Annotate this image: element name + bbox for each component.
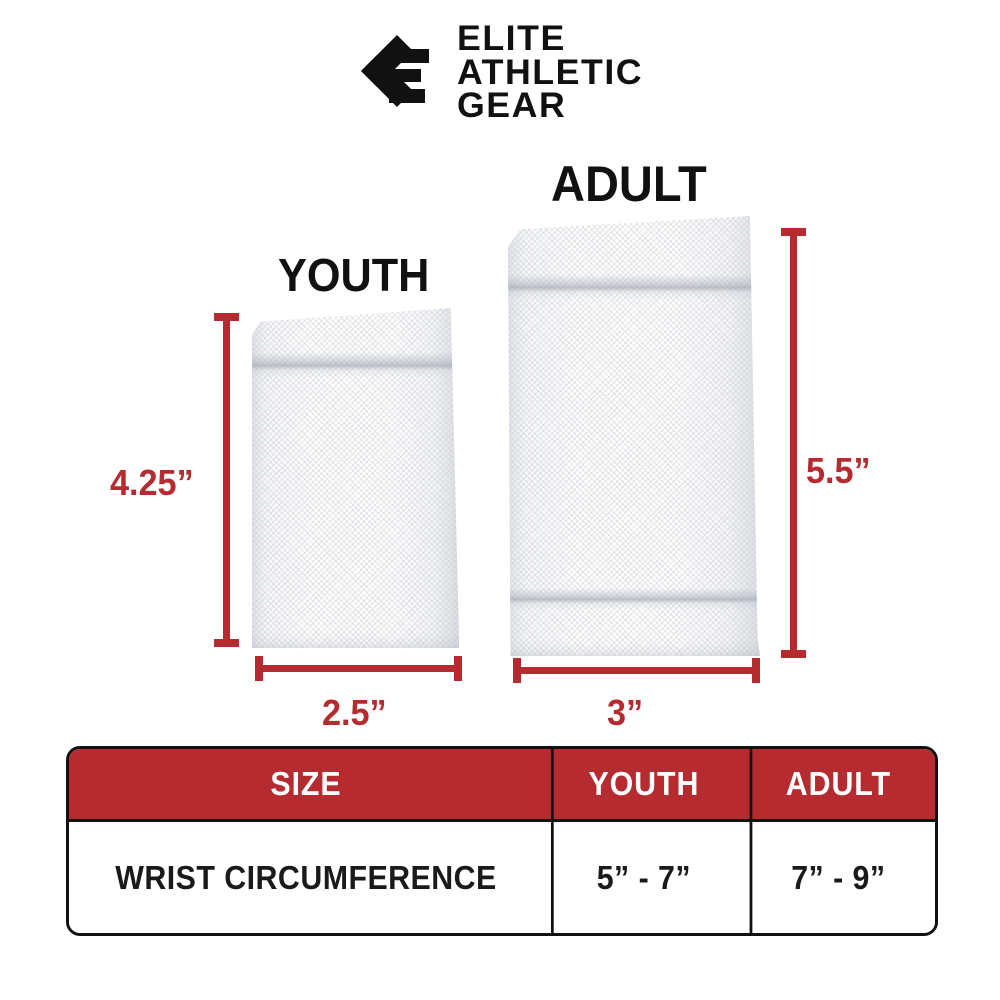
table-cell-measure: WRIST CIRCUMFERENCE (115, 858, 497, 896)
table-cell-adult-value: 7” - 9” (749, 822, 925, 933)
sleeve-hem-top-youth (252, 352, 459, 378)
table-header-size: SIZE (270, 765, 342, 802)
product-label-adult: ADULT (551, 156, 707, 212)
brand-line-3: GEAR (457, 86, 567, 126)
brand-logo: ELITE ATHLETIC GEAR (355, 21, 675, 123)
table-row: WRIST CIRCUMFERENCE 5” - 7” 7” - 9” (69, 822, 935, 933)
dimension-label-adult-width: 3” (607, 692, 644, 733)
dimension-line-youth-width (255, 656, 462, 681)
dimension-label-youth-width: 2.5” (322, 692, 387, 733)
sleeve-hem-bottom-adult (508, 588, 760, 610)
size-chart-table: SIZE YOUTH ADULT WRIST CIRCUMFERENCE 5” … (66, 746, 938, 936)
dimension-line-adult-width (513, 658, 760, 683)
product-image-adult-sleeve (508, 216, 760, 656)
brand-wordmark: ELITE ATHLETIC GEAR (457, 21, 642, 124)
dimension-line-youth-height (214, 313, 239, 647)
dimension-label-youth-height: 4.25” (110, 462, 194, 503)
arrow-e-logo-icon (355, 33, 441, 113)
product-image-youth-sleeve (252, 308, 459, 648)
table-header-adult: ADULT (749, 749, 925, 819)
product-label-youth: YOUTH (278, 249, 430, 301)
brand-line-2: ATHLETIC (457, 52, 644, 92)
sleeve-hem-top-adult (508, 274, 760, 300)
table-header-row: SIZE YOUTH ADULT (69, 749, 935, 822)
dimension-line-adult-height (781, 228, 806, 658)
brand-line-1: ELITE (457, 18, 566, 58)
dimension-label-adult-height: 5.5” (806, 450, 871, 491)
table-header-youth: YOUTH (550, 749, 734, 819)
table-cell-youth-value: 5” - 7” (550, 822, 734, 933)
